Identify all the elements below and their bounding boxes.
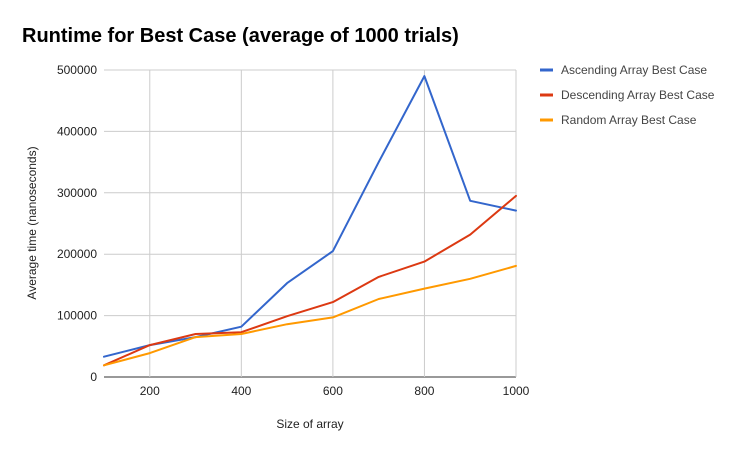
x-tick-label: 600 bbox=[323, 384, 343, 398]
legend-item: Random Array Best Case bbox=[540, 113, 697, 127]
y-tick-label: 0 bbox=[90, 370, 97, 384]
x-tick-label: 200 bbox=[140, 384, 160, 398]
x-axis-title: Size of array bbox=[276, 417, 343, 431]
y-axis-ticks: 0 100000 200000 300000 400000 500000 bbox=[57, 63, 97, 384]
y-tick-label: 300000 bbox=[57, 186, 97, 200]
legend: Ascending Array Best Case Descending Arra… bbox=[540, 63, 715, 127]
x-axis-ticks: 200 400 600 800 1000 bbox=[140, 384, 530, 398]
series-line-1 bbox=[103, 75, 517, 358]
legend-label: Descending Array Best Case bbox=[561, 88, 715, 102]
series-line-2 bbox=[103, 194, 517, 367]
x-tick-label: 1000 bbox=[503, 384, 530, 398]
x-tick-label: 800 bbox=[414, 384, 434, 398]
y-tick-label: 400000 bbox=[57, 124, 97, 138]
legend-label: Ascending Array Best Case bbox=[561, 63, 707, 77]
series-lines bbox=[103, 75, 517, 367]
y-axis-title: Average time (nanoseconds) bbox=[25, 146, 39, 299]
legend-item: Ascending Array Best Case bbox=[540, 63, 707, 77]
legend-label: Random Array Best Case bbox=[561, 113, 697, 127]
y-tick-label: 200000 bbox=[57, 247, 97, 261]
series-line-3 bbox=[103, 264, 517, 367]
grid bbox=[104, 69, 517, 378]
y-tick-label: 100000 bbox=[57, 309, 97, 323]
legend-item: Descending Array Best Case bbox=[540, 88, 715, 102]
x-tick-label: 400 bbox=[231, 384, 251, 398]
chart-title: Runtime for Best Case (average of 1000 t… bbox=[22, 25, 459, 47]
y-tick-label: 500000 bbox=[57, 63, 97, 77]
